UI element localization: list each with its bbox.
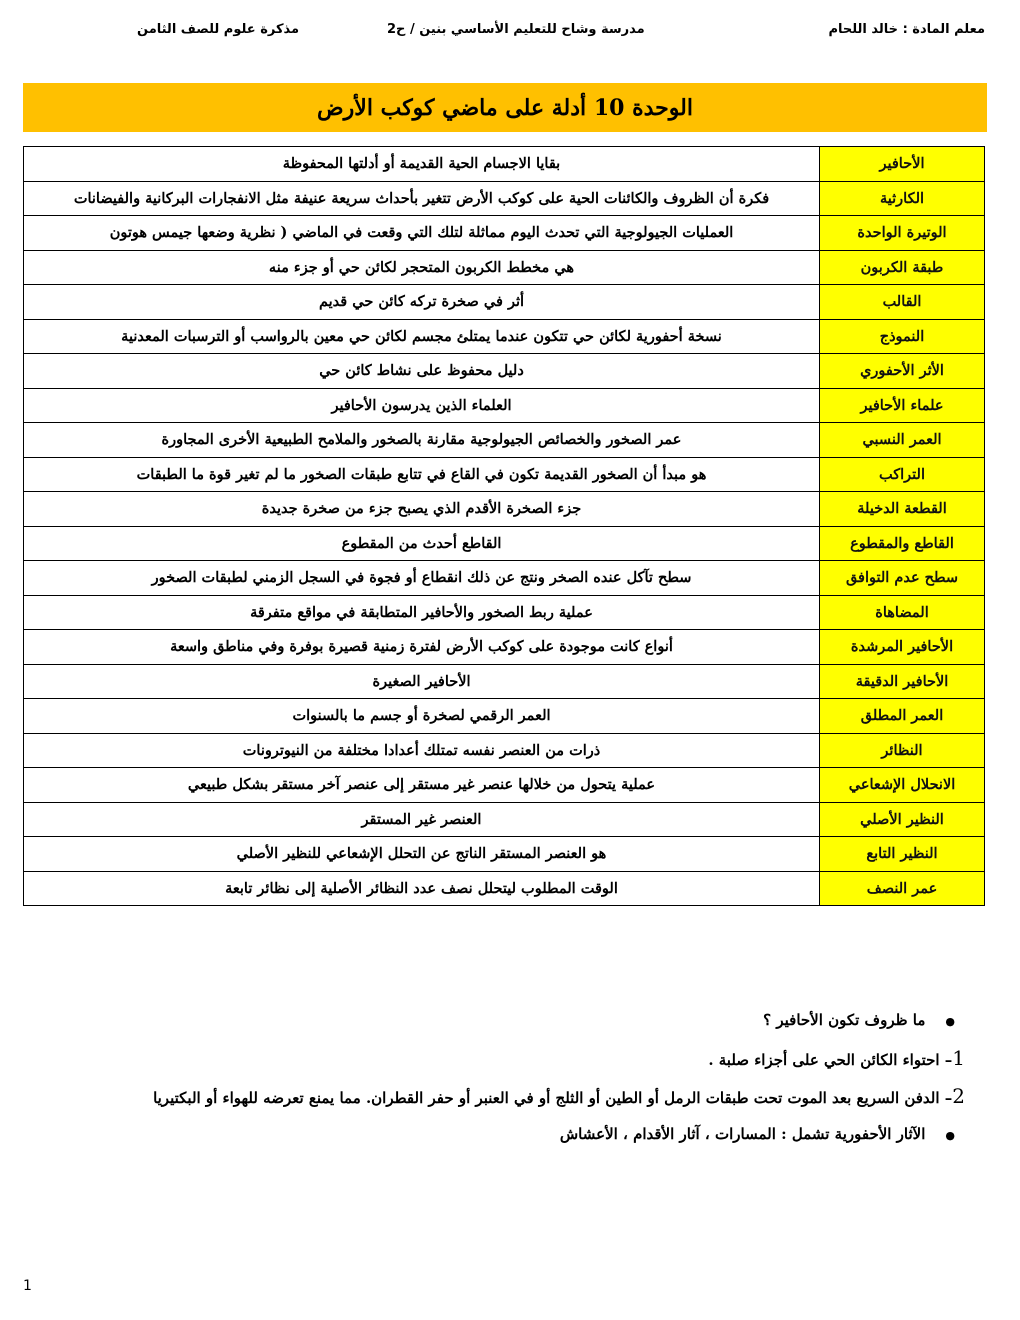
definition-cell: العنصر غير المستقر	[23, 801, 820, 837]
term-cell: الكارثية	[819, 180, 985, 216]
definition-cell: عمر الصخور والخصائص الجيولوجية مقارنة با…	[23, 422, 820, 458]
definition-cell: دليل محفوظ على نشاط كائن حي	[23, 353, 820, 389]
definition-cell: العمر الرقمي لصخرة أو جسم ما بالسنوات	[23, 698, 820, 734]
definition-cell: عملية ربط الصخور والأحافير المتطابقة في …	[23, 594, 820, 630]
table-row: النظير التابع هو العنصر المستقر الناتج عن…	[23, 836, 985, 872]
definition-cell: هو مبدأ أن الصخور القديمة تكون في القاع …	[23, 456, 820, 492]
term-cell: سطح عدم التوافق	[819, 560, 985, 596]
table-row: الأحافير بقايا الاجسام الحية القديمة أو أ…	[23, 146, 985, 182]
table-row: الأحافير المرشدة أنواع كانت موجودة على كو…	[23, 629, 985, 665]
term-cell: القاطع والمقطوع	[819, 525, 985, 561]
term-cell: النظائر	[819, 732, 985, 768]
school-name: مدرسة وشاح للتعليم الأساسي بنين / ح2	[387, 22, 645, 37]
answer-2: 2– الدفن السريع بعد الموت تحت طبقات الرم…	[153, 1081, 965, 1119]
term-cell: النظير الأصلي	[819, 801, 985, 837]
definition-cell: الأحافير الصغيرة	[23, 663, 820, 699]
term-cell: العمر النسبي	[819, 422, 985, 458]
definition-cell: أنواع كانت موجودة على كوكب الأرض لفترة ز…	[23, 629, 820, 665]
answer-2-number: 2	[952, 1084, 965, 1108]
trace-fossils-bullet: الآثار الأحفورية تشمل : المسارات ، آثار …	[153, 1119, 955, 1157]
term-cell: النموذج	[819, 318, 985, 354]
question-text: ما ظروف تكون الأحافير ؟	[763, 1011, 926, 1029]
term-cell: الأحافير	[819, 146, 985, 182]
unit-title: الوحدة 10 أدلة على ماضي كوكب الأرض	[317, 94, 693, 121]
term-cell: المضاهاة	[819, 594, 985, 630]
table-row: النموذج نسخة أحفورية لكائن حي تتكون عندما…	[23, 318, 985, 354]
table-row: النظائر ذرات من العنصر نفسه تمتلك أعدادا …	[23, 732, 985, 768]
table-row: التراكب هو مبدأ أن الصخور القديمة تكون في…	[23, 456, 985, 492]
definition-cell: عملية يتحول من خلالها عنصر غير مستقر إلى…	[23, 767, 820, 803]
definition-cell: الوقت المطلوب ليتحلل نصف عدد النظائر الأ…	[23, 870, 820, 906]
term-cell: التراكب	[819, 456, 985, 492]
table-row: النظير الأصلي العنصر غير المستقر	[23, 801, 985, 837]
term-cell: الأثر الأحفوري	[819, 353, 985, 389]
table-row: العمر النسبي عمر الصخور والخصائص الجيولوج…	[23, 422, 985, 458]
term-cell: عمر النصف	[819, 870, 985, 906]
answer-2-text: – الدفن السريع بعد الموت تحت طبقات الرمل…	[153, 1089, 953, 1107]
term-cell: الأحافير الدقيقة	[819, 663, 985, 699]
term-cell: القالب	[819, 284, 985, 320]
table-row: الكارثية فكرة أن الظروف والكائنات الحية ع…	[23, 180, 985, 216]
table-row: الأثر الأحفوري دليل محفوظ على نشاط كائن ح…	[23, 353, 985, 389]
teacher-name: معلم المادة : خالد اللحام	[828, 22, 985, 37]
table-row: عمر النصف الوقت المطلوب ليتحلل نصف عدد ال…	[23, 870, 985, 906]
table-row: القطعة الدخيلة جزء الصخرة الأقدم الذي يصب…	[23, 491, 985, 527]
definition-cell: ذرات من العنصر نفسه تمتلك أعدادا مختلفة …	[23, 732, 820, 768]
term-cell: العمر المطلق	[819, 698, 985, 734]
table-row: المضاهاة عملية ربط الصخور والأحافير المتط…	[23, 594, 985, 630]
term-cell: القطعة الدخيلة	[819, 491, 985, 527]
definition-cell: فكرة أن الظروف والكائنات الحية على كوكب …	[23, 180, 820, 216]
table-row: الأحافير الدقيقة الأحافير الصغيرة	[23, 663, 985, 699]
definition-cell: العلماء الذين يدرسون الأحافير	[23, 387, 820, 423]
answer-1: 1– احتواء الكائن الحي على أجزاء صلبة .	[153, 1043, 965, 1081]
term-cell: الانحلال الإشعاعي	[819, 767, 985, 803]
answer-1-number: 1	[952, 1046, 965, 1070]
definition-cell: نسخة أحفورية لكائن حي تتكون عندما يمتلئ …	[23, 318, 820, 354]
table-row: العمر المطلق العمر الرقمي لصخرة أو جسم ما…	[23, 698, 985, 734]
table-row: الوتيرة الواحدة العمليات الجيولوجية التي …	[23, 215, 985, 251]
definition-cell: هو العنصر المستقر الناتج عن التحلل الإشع…	[23, 836, 820, 872]
page-number: 1	[23, 1278, 32, 1294]
term-cell: علماء الأحافير	[819, 387, 985, 423]
term-cell: الوتيرة الواحدة	[819, 215, 985, 251]
definition-cell: سطح تآكل عنده الصخر ونتج عن ذلك انقطاع أ…	[23, 560, 820, 596]
subject-label: مذكرة علوم للصف الثامن	[137, 22, 300, 37]
table-row: سطح عدم التوافق سطح تآكل عنده الصخر ونتج …	[23, 560, 985, 596]
table-row: القالب أثر في صخرة تركه كائن حي قديم	[23, 284, 985, 320]
definition-cell: هي مخطط الكربون المتحجر لكائن حي أو جزء …	[23, 249, 820, 285]
term-cell: النظير التابع	[819, 836, 985, 872]
table-row: القاطع والمقطوع القاطع أحدث من المقطوع	[23, 525, 985, 561]
table-row: علماء الأحافير العلماء الذين يدرسون الأحا…	[23, 387, 985, 423]
definition-cell: بقايا الاجسام الحية القديمة أو أدلتها ال…	[23, 146, 820, 182]
terms-table: الأحافير بقايا الاجسام الحية القديمة أو أ…	[23, 146, 985, 906]
term-cell: طبقة الكربون	[819, 249, 985, 285]
definition-cell: العمليات الجيولوجية التي تحدث اليوم مماث…	[23, 215, 820, 251]
answer-1-text: – احتواء الكائن الحي على أجزاء صلبة .	[708, 1051, 953, 1069]
notes-section: ما ظروف تكون الأحافير ؟ 1– احتواء الكائن…	[153, 1005, 965, 1157]
definition-cell: أثر في صخرة تركه كائن حي قديم	[23, 284, 820, 320]
table-row: الانحلال الإشعاعي عملية يتحول من خلالها ع…	[23, 767, 985, 803]
term-cell: الأحافير المرشدة	[819, 629, 985, 665]
question-bullet: ما ظروف تكون الأحافير ؟	[153, 1005, 955, 1043]
definition-cell: القاطع أحدث من المقطوع	[23, 525, 820, 561]
table-row: طبقة الكربون هي مخطط الكربون المتحجر لكائ…	[23, 249, 985, 285]
definition-cell: جزء الصخرة الأقدم الذي يصبح جزء من صخرة …	[23, 491, 820, 527]
unit-title-banner: الوحدة 10 أدلة على ماضي كوكب الأرض	[23, 83, 987, 132]
trace-fossils-text: الآثار الأحفورية تشمل : المسارات ، آثار …	[559, 1125, 926, 1143]
